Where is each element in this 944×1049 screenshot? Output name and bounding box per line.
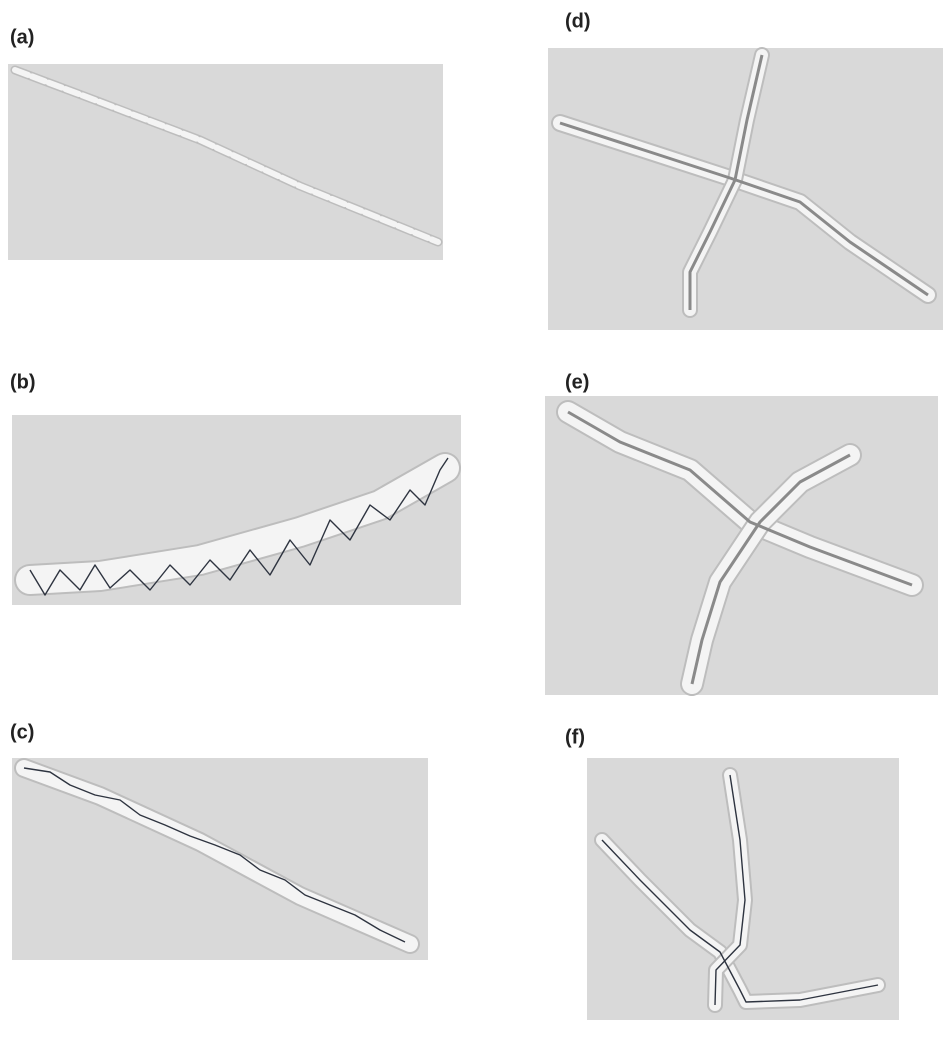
- panel-label: (a): [10, 26, 34, 48]
- panel: (d): [548, 10, 943, 330]
- panel-label: (d): [565, 10, 591, 32]
- panel: (c): [10, 721, 428, 960]
- panel: (f): [565, 726, 899, 1020]
- panel-label: (c): [10, 721, 34, 743]
- panel: (b): [10, 371, 461, 605]
- panel-label: (b): [10, 371, 36, 393]
- figure: (a) (b) (c) (d) (e): [0, 0, 944, 1049]
- panel-label: (f): [565, 726, 585, 748]
- page: {"panels": [{"label": "(a)"}, {"label": …: [0, 0, 944, 1049]
- panel: (a): [8, 26, 443, 260]
- panel: (e): [545, 371, 938, 695]
- panel-label: (e): [565, 371, 589, 393]
